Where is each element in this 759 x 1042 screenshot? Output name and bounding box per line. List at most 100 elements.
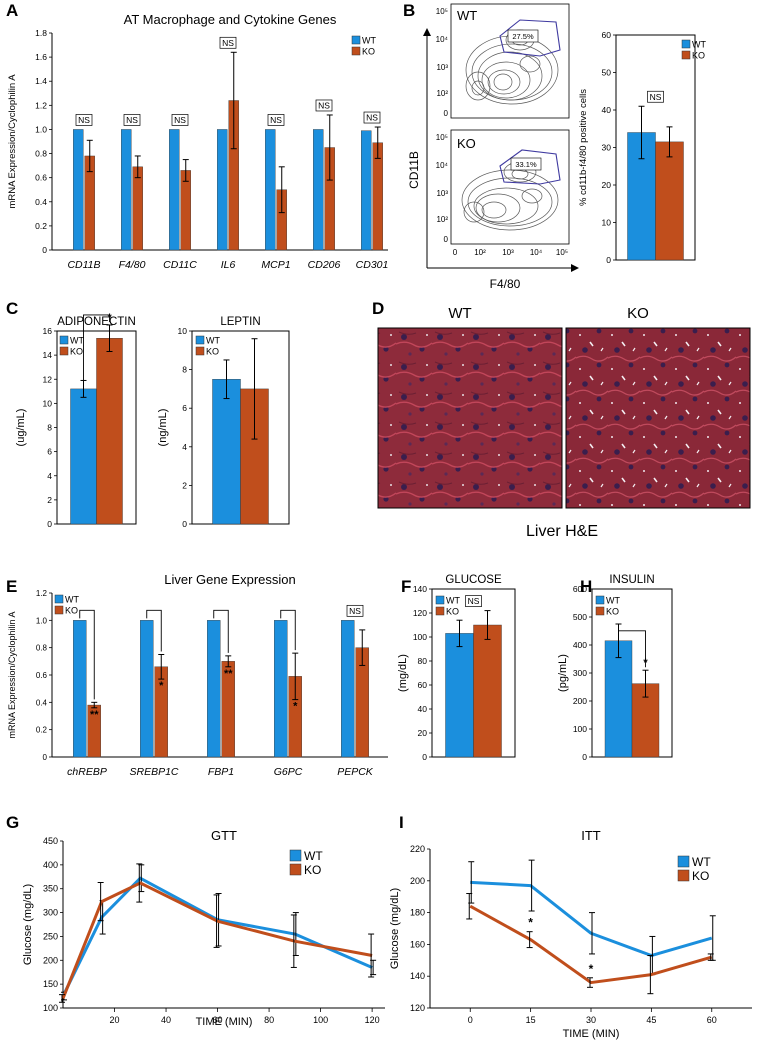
chart-e-annotation: NS — [349, 606, 361, 616]
chart-c2-y-tick-label: 4 — [182, 442, 187, 452]
chart-b-legend-label: KO — [692, 51, 705, 61]
chart-c2-y-tick-label: 2 — [182, 480, 187, 490]
chart-b-y-tick-label: 20 — [602, 180, 612, 190]
chart-e-bar-wt — [274, 620, 288, 758]
chart-a-y-tick-label: 0.6 — [35, 173, 47, 183]
flow-ko-tick: 10⁴ — [436, 161, 449, 170]
chart-a-ns-box — [267, 114, 285, 126]
chart-f-legend-label: WT — [446, 596, 460, 606]
chart-f-bar-ko — [473, 624, 502, 758]
flow-wt-gate — [499, 19, 561, 57]
chart-i-itt: 120 140 160 180 200 220 Glucose (mg/dL) ITT 0 15 3… — [389, 828, 752, 1040]
chart-i-x-tick-label: 0 — [468, 1015, 473, 1025]
chart-c2-legend-label: KO — [206, 347, 219, 357]
chart-e-significance-mark: ** — [90, 709, 99, 721]
chart-b-legend-label: WT — [692, 40, 706, 50]
chart-e-y-tick-label: 0.8 — [36, 644, 48, 653]
chart-e-legend-swatch-wt — [54, 594, 64, 604]
panel-letter-a: A — [6, 1, 18, 20]
histology-ko-label: KO — [627, 305, 649, 322]
chart-a-y-tick-label: 0.4 — [35, 197, 47, 207]
chart-h-legend-label: KO — [606, 607, 619, 617]
flow-wt-tick: 10² — [436, 89, 448, 98]
chart-a-y-label: mRNA Expression/Cyclophilin A — [7, 74, 18, 209]
chart-f-y-label: (mg/dL) — [397, 654, 409, 692]
chart-e-significance-bracket — [146, 609, 162, 652]
chart-a-y-tick-label: 1.8 — [35, 28, 47, 38]
flow-wt-tick: 0 — [444, 109, 449, 118]
chart-f-bar-wt — [445, 633, 474, 758]
panel-letter-i: I — [399, 813, 404, 832]
chart-h-legend-swatch-wt — [595, 595, 605, 605]
chart-a-bar-wt — [265, 129, 276, 251]
flow-x-label: F4/80 — [490, 277, 521, 291]
chart-e-category-label: chREBP — [67, 766, 107, 778]
chart-g-legend-swatch-wt — [289, 849, 302, 862]
chart-b-y-tick-label: 0 — [606, 255, 611, 265]
chart-b-y-tick-label: 10 — [602, 218, 612, 228]
chart-a-category-label: MCP1 — [261, 259, 290, 271]
chart-f-y-tick-label: 100 — [413, 632, 427, 642]
chart-a-y-tick-label: 1.0 — [35, 124, 47, 134]
flow-plot-wt-frame — [450, 3, 570, 119]
chart-a-legend-swatch-ko — [351, 46, 361, 56]
chart-g-y-tick-label: 200 — [43, 955, 58, 965]
chart-c2-bar-wt — [212, 379, 241, 525]
chart-g-legend-swatch-ko — [289, 863, 302, 876]
chart-a-annotation: NS — [318, 100, 330, 110]
flow-ko-gate-value: 33.1% — [515, 160, 537, 169]
chart-g-gtt: 100 150 200 250 300 350 400 450 Glucose (mg/dL) G… — [22, 828, 385, 1028]
histology-wt-image — [377, 327, 563, 509]
chart-c1-y-tick-label: 4 — [47, 471, 52, 481]
chart-a-category-label: CD301 — [356, 259, 389, 271]
chart-e-y-tick-label: 0.4 — [36, 698, 48, 707]
flow-x-tick: 10⁴ — [530, 248, 543, 257]
flow-ko-contours — [461, 161, 559, 231]
chart-e-y-tick-label: 1.0 — [36, 616, 48, 625]
chart-c1-legend-label: KO — [70, 347, 83, 357]
chart-a-ns-box — [219, 36, 237, 49]
chart-e-category-label: SREBP1C — [129, 766, 178, 778]
chart-i-y-tick-label: 220 — [410, 844, 425, 854]
chart-h-significance-mark: * — [643, 657, 648, 669]
chart-h-y-tick-label: 600 — [573, 584, 587, 594]
flow-ko-tick: 10⁵ — [436, 133, 448, 142]
chart-e-significance-bracket — [213, 609, 229, 653]
chart-c2-y-tick-label: 10 — [178, 326, 188, 336]
chart-f-legend-swatch-ko — [435, 606, 445, 616]
chart-a-bar-ko — [180, 170, 191, 251]
chart-i-significance-mark: * — [528, 916, 533, 930]
chart-h-y-label: (pg/mL) — [557, 654, 569, 692]
chart-c1-y-tick-label: 2 — [47, 495, 52, 505]
chart-a-bar-wt — [73, 129, 84, 251]
chart-i-significance-mark: * — [589, 962, 594, 976]
chart-a-annotation: NS — [222, 38, 234, 48]
chart-c2-y-tick-label: 6 — [182, 403, 187, 413]
chart-g-legend-label: WT — [304, 849, 323, 863]
chart-e-category-label: G6PC — [274, 766, 303, 778]
chart-e-y-tick-label: 0.6 — [36, 671, 48, 680]
chart-e-category-label: FBP1 — [208, 766, 234, 778]
chart-e-significance-mark: * — [159, 680, 164, 692]
chart-c2-y-tick-label: 0 — [182, 519, 187, 529]
flow-x-arrow — [571, 264, 579, 272]
flow-wt-tick: 10⁴ — [436, 35, 449, 44]
chart-c1-legend-swatch-ko — [59, 346, 69, 356]
flow-y-label: CD11B — [407, 151, 421, 189]
chart-b-positive-cells: 0 10 20 30 40 50 60 % cd11b-f4/80 positive cell… — [578, 30, 706, 265]
chart-a-category-label: CD11C — [163, 259, 197, 271]
chart-c1-significance-mark: * — [107, 312, 112, 324]
chart-a-category-label: IL6 — [221, 259, 236, 271]
chart-c1-y-tick-label: 10 — [43, 398, 53, 408]
chart-g-x-tick-label: 40 — [161, 1015, 171, 1025]
chart-g-y-tick-label: 350 — [43, 884, 58, 894]
flow-x-tick: 10⁵ — [556, 248, 568, 257]
chart-a-annotation: NS — [270, 115, 282, 125]
chart-i-x-tick-label: 30 — [586, 1015, 596, 1025]
chart-i-y-tick-label: 120 — [410, 1003, 425, 1013]
flow-ko-gate — [499, 149, 561, 185]
chart-c1-y-label: (ug/mL) — [15, 409, 27, 447]
chart-h-y-tick-label: 500 — [573, 612, 587, 622]
chart-a-legend-label: KO — [362, 47, 375, 57]
